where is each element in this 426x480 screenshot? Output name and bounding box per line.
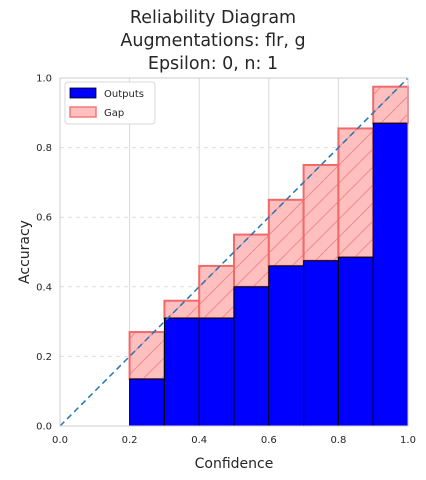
gap-bar-outline-6 xyxy=(267,198,305,267)
legend-swatch-gap xyxy=(69,106,97,118)
y-tick-label-1: 0.2 xyxy=(36,352,52,363)
legend: Outputs Gap xyxy=(64,81,156,125)
gap-bar-outline-5 xyxy=(233,233,270,288)
legend-swatch-outputs xyxy=(69,87,97,99)
chart-title-line-1: Reliability Diagram xyxy=(129,8,297,28)
output-bar-6 xyxy=(268,265,305,427)
gap-bar-outline-7 xyxy=(302,164,340,262)
perfect-calibration-line xyxy=(59,77,409,427)
y-tick-label-2: 0.4 xyxy=(36,282,52,293)
output-bar-4 xyxy=(198,317,235,427)
output-bar-3 xyxy=(163,317,200,427)
output-bar-5 xyxy=(233,286,270,427)
y-tick-label-5: 1.0 xyxy=(36,74,52,85)
output-bars xyxy=(129,122,409,427)
y-tick-label-3: 0.6 xyxy=(36,213,52,224)
output-bar-2 xyxy=(129,378,165,427)
plot-frame xyxy=(59,77,409,427)
x-tick-label-5: 1.0 xyxy=(400,435,416,446)
x-tick-label-0: 0.0 xyxy=(52,435,68,446)
y-tick-label-0: 0.0 xyxy=(36,422,52,433)
y-tick-label-4: 0.8 xyxy=(36,143,52,154)
y-axis-label: Accuracy xyxy=(17,220,33,284)
output-bar-9 xyxy=(372,122,409,427)
x-tick-label-3: 0.6 xyxy=(261,435,277,446)
chart-title-line-3: Epsilon: 0, n: 1 xyxy=(147,54,279,74)
legend-label-outputs: Outputs xyxy=(104,89,144,100)
legend-label-gap: Gap xyxy=(104,108,124,119)
output-bar-7 xyxy=(303,260,339,427)
output-bar-8 xyxy=(337,256,374,427)
axis-ticks: 0.0 0.2 0.4 0.6 0.8 1.0 0.0 0.2 0.4 0.6 0.8 1.0 xyxy=(36,74,416,447)
chart-title-line-2: Augmentations: flr, g xyxy=(120,31,306,51)
gap-bar-outline-9 xyxy=(372,85,410,125)
x-tick-label-2: 0.4 xyxy=(191,435,207,446)
x-tick-label-1: 0.2 xyxy=(122,435,138,446)
gap-bar-outline-8 xyxy=(337,127,375,259)
x-tick-label-4: 0.8 xyxy=(330,435,346,446)
x-axis-label: Confidence xyxy=(195,456,274,472)
gap-bar-outline-4 xyxy=(198,264,235,320)
